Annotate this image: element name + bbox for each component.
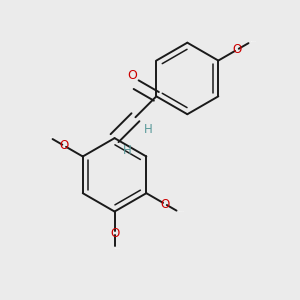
Text: H: H	[144, 124, 153, 136]
Text: O: O	[160, 198, 170, 211]
Text: methoxy: methoxy	[50, 136, 56, 137]
Text: O: O	[59, 139, 68, 152]
Text: H: H	[123, 144, 132, 158]
Text: O: O	[232, 43, 242, 56]
Text: methoxy: methoxy	[115, 248, 121, 250]
Text: O: O	[128, 69, 137, 82]
Text: methoxy: methoxy	[251, 40, 257, 42]
Text: O: O	[110, 227, 119, 240]
Text: methoxy: methoxy	[179, 211, 185, 212]
